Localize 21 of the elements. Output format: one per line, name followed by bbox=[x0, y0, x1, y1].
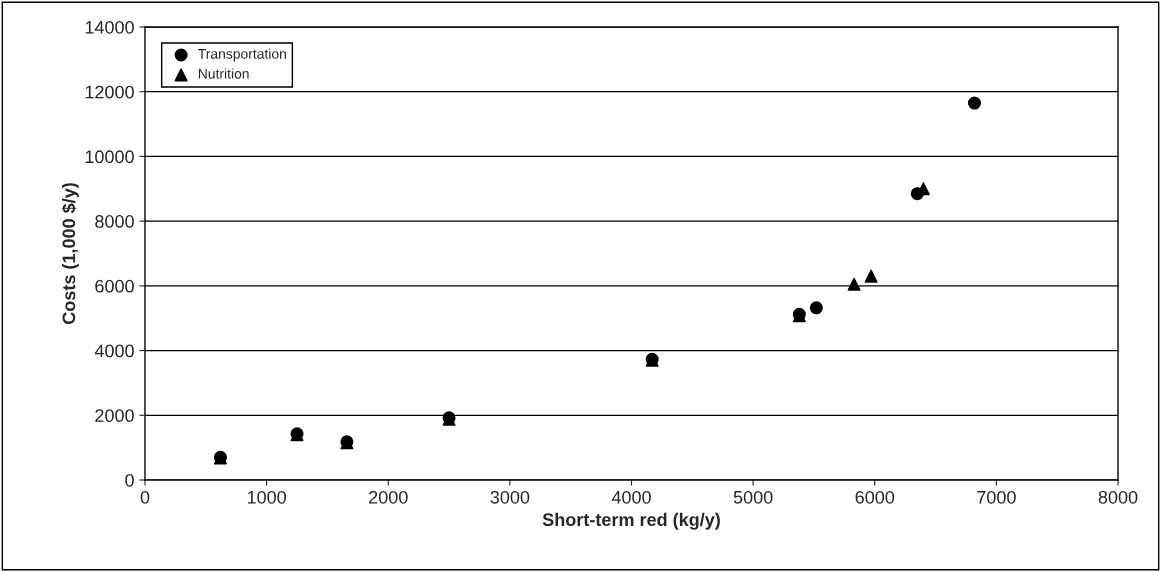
x-tick-label: 6000 bbox=[855, 490, 895, 504]
x-tick-label: 4000 bbox=[611, 490, 651, 504]
x-tick-label: 7000 bbox=[977, 490, 1016, 504]
x-tick-label: 8000 bbox=[1098, 490, 1138, 504]
y-tick-label: 12000 bbox=[85, 85, 134, 99]
y-tick-label: 14000 bbox=[85, 20, 134, 34]
legend-label: Transportation bbox=[198, 48, 286, 62]
y-tick-label: 6000 bbox=[95, 279, 134, 293]
x-tick-label: 0 bbox=[140, 490, 150, 504]
x-tick-label: 2000 bbox=[369, 490, 408, 504]
y-tick-label: 4000 bbox=[94, 344, 134, 358]
y-tick-label: 0 bbox=[125, 473, 134, 487]
x-tick-label: 1000 bbox=[247, 490, 286, 504]
x-axis-title: Short-term red (kg/y) bbox=[542, 512, 720, 530]
y-axis-title: Costs (1,000 $/y) bbox=[61, 183, 79, 324]
y-tick-label: 10000 bbox=[85, 150, 134, 164]
x-tick-label: 5000 bbox=[733, 490, 773, 504]
legend-label: Nutrition bbox=[198, 68, 249, 79]
x-tick-label: 3000 bbox=[490, 490, 530, 504]
y-tick-label: 8000 bbox=[95, 215, 134, 228]
y-tick-label: 2000 bbox=[95, 409, 134, 423]
